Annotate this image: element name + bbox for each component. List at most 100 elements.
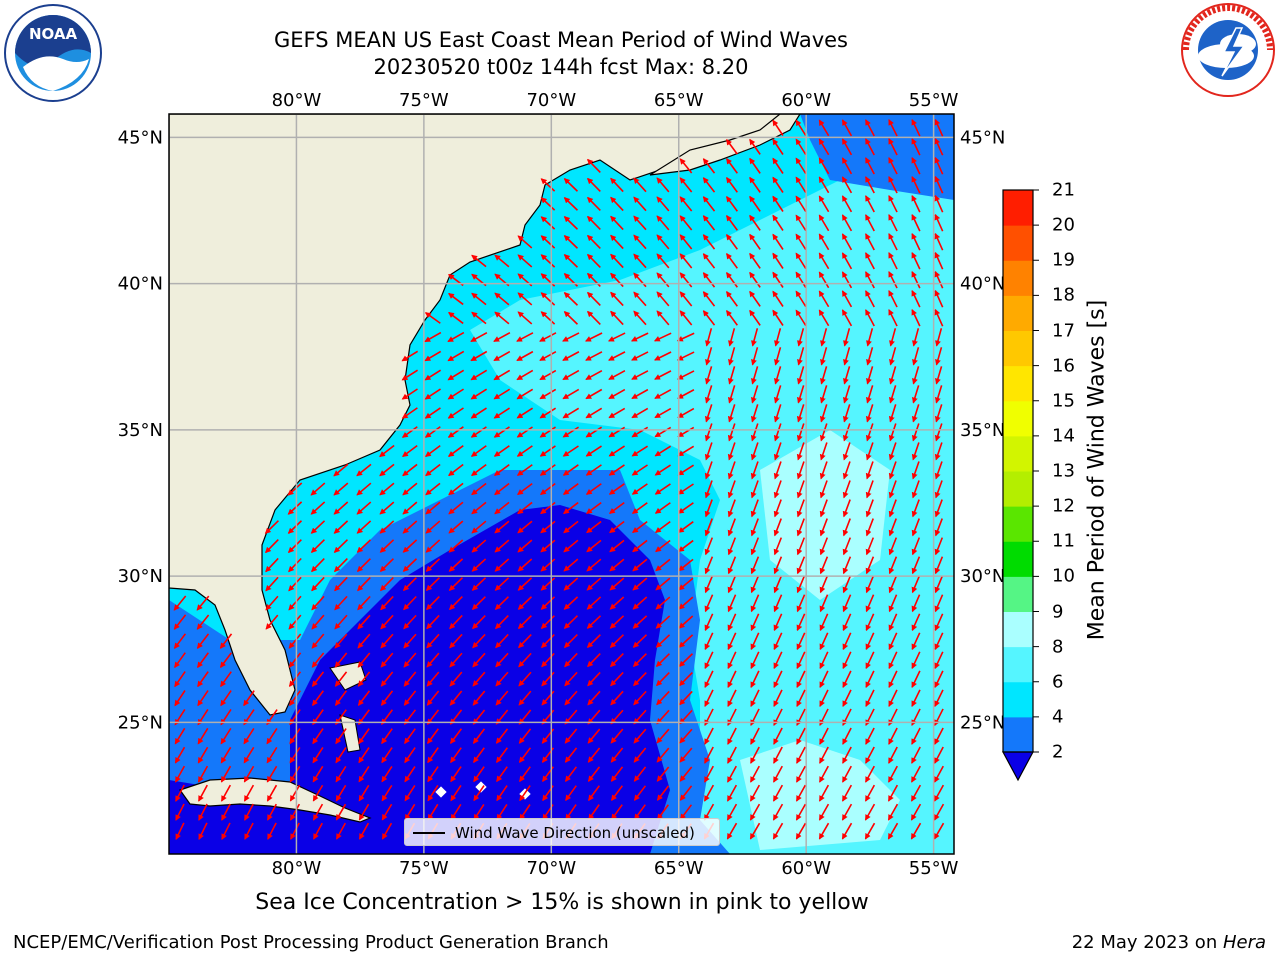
wave-direction-arrow (631, 370, 649, 380)
wave-direction-arrow (495, 633, 509, 649)
wave-direction-arrow (750, 423, 759, 442)
wave-direction-arrow (773, 613, 783, 632)
wave-direction-arrow (631, 502, 648, 514)
wave-direction-arrow (289, 784, 301, 802)
wave-direction-arrow (633, 747, 647, 763)
wave-direction-arrow (197, 727, 209, 745)
lon-tick-label-bottom: 75°W (399, 858, 449, 879)
wave-direction-arrow (333, 520, 349, 534)
wave-direction-arrow (197, 690, 209, 707)
wave-direction-arrow (311, 652, 325, 668)
wave-direction-arrow (796, 689, 806, 707)
wave-direction-arrow (448, 596, 463, 611)
wave-direction-arrow (290, 822, 300, 840)
lat-tick-label-right: 45°N (960, 127, 1005, 148)
wave-direction-arrow (381, 728, 393, 745)
colorbar-segment (1003, 646, 1033, 683)
colorbar-segment (1003, 400, 1033, 437)
wave-direction-arrow (356, 501, 372, 515)
wave-direction-arrow (679, 158, 693, 174)
wave-direction-arrow (447, 407, 464, 419)
wave-direction-arrow (610, 215, 624, 231)
lon-tick-label-bottom: 65°W (654, 858, 704, 879)
wave-direction-arrow (654, 502, 671, 514)
wave-direction-arrow (656, 291, 670, 307)
wave-direction-arrow (842, 727, 852, 745)
wave-direction-arrow (841, 157, 853, 175)
wave-direction-arrow (608, 502, 625, 514)
wave-direction-arrow (288, 557, 302, 573)
wave-direction-arrow (311, 557, 325, 573)
wave-direction-arrow (818, 252, 830, 270)
wave-direction-arrow (773, 480, 782, 499)
wave-direction-arrow (726, 138, 738, 155)
wave-direction-arrow (772, 271, 784, 288)
wave-direction-arrow (586, 291, 601, 306)
wave-direction-arrow (562, 483, 579, 495)
wave-direction-arrow (702, 310, 716, 326)
wave-direction-arrow (473, 747, 485, 764)
wave-direction-arrow (425, 463, 441, 477)
wave-direction-arrow (703, 803, 715, 821)
wave-direction-arrow (934, 156, 944, 175)
wave-direction-arrow (518, 652, 532, 668)
wave-direction-arrow (772, 233, 784, 250)
wave-direction-arrow (704, 537, 714, 556)
colorbar-label: Mean Period of Wind Waves [s] (1084, 299, 1110, 641)
wave-direction-arrow (843, 328, 851, 347)
wave-direction-arrow (586, 520, 602, 534)
wave-direction-arrow (473, 803, 485, 821)
wave-direction-arrow (818, 138, 830, 156)
wave-direction-arrow (772, 157, 784, 174)
wave-direction-arrow (357, 614, 371, 630)
wave-direction-arrow (381, 766, 393, 783)
wave-direction-arrow (608, 483, 625, 495)
wave-direction-arrow (610, 234, 624, 250)
wave-direction-arrow (288, 595, 302, 611)
wave-direction-arrow (494, 254, 510, 268)
wave-direction-arrow (562, 332, 580, 342)
wave-direction-arrow (540, 178, 556, 192)
wave-direction-arrow (773, 765, 783, 783)
wave-direction-arrow (563, 615, 579, 629)
lat-tick-label-left: 30°N (118, 566, 163, 587)
wave-direction-arrow (819, 575, 829, 594)
wave-direction-arrow (795, 176, 807, 194)
wave-direction-arrow (447, 369, 465, 381)
wave-direction-arrow (633, 766, 647, 782)
wave-direction-arrow (750, 594, 760, 613)
wave-direction-arrow (519, 804, 531, 821)
wave-direction-arrow (379, 577, 394, 592)
wave-direction-arrow (865, 214, 875, 232)
wave-direction-arrow (704, 651, 714, 670)
wave-direction-arrow (633, 728, 647, 744)
wave-direction-arrow (470, 331, 488, 343)
wave-direction-arrow (220, 746, 232, 764)
wave-direction-arrow (403, 690, 417, 706)
wave-direction-arrow (586, 615, 602, 629)
wave-direction-arrow (750, 651, 760, 670)
wave-direction-arrow (888, 309, 898, 327)
wave-direction-arrow (910, 822, 922, 840)
wave-direction-arrow (379, 520, 395, 534)
lon-tick-label-top: 80°W (272, 90, 322, 111)
wave-direction-arrow (677, 483, 694, 495)
wave-direction-arrow (472, 652, 486, 668)
wave-direction-arrow (447, 350, 465, 362)
wave-direction-arrow (493, 426, 510, 438)
wave-direction-arrow (677, 407, 695, 419)
wave-direction-arrow (287, 539, 302, 554)
wave-direction-arrow (631, 351, 649, 361)
wave-direction-arrow (471, 520, 487, 534)
wave-direction-arrow (175, 784, 185, 802)
wave-direction-arrow (494, 501, 510, 515)
wave-direction-arrow (702, 253, 716, 269)
wave-direction-arrow (889, 347, 897, 366)
wave-direction-arrow (704, 442, 713, 461)
wave-direction-arrow (842, 765, 852, 783)
wave-direction-arrow (818, 233, 830, 251)
wave-direction-arrow (750, 727, 760, 745)
wave-direction-arrow (934, 727, 944, 745)
wave-direction-arrow (334, 671, 348, 687)
wave-direction-arrow (610, 747, 624, 763)
